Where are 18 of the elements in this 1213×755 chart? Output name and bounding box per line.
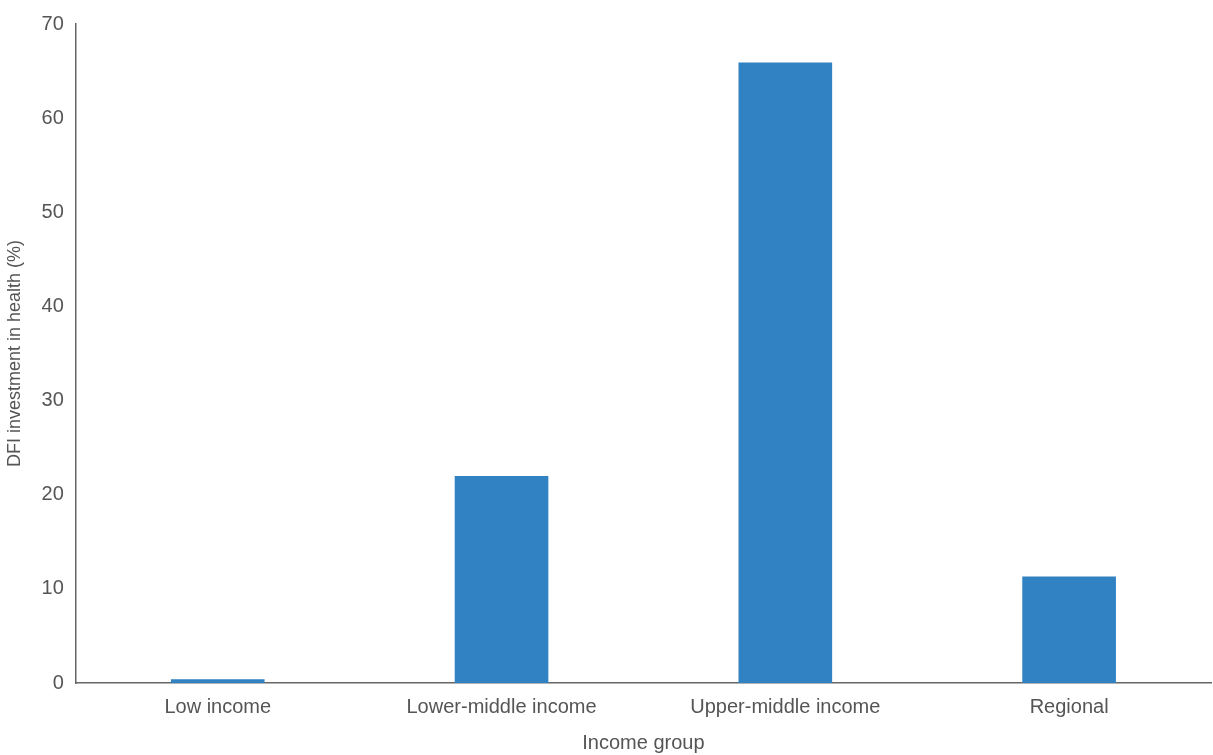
x-tick-label: Regional [1029, 694, 1109, 717]
x-axis-title: Income group [582, 730, 705, 753]
y-tick-label: 10 [41, 576, 64, 599]
y-tick-label: 40 [41, 293, 64, 316]
x-tick-label: Low income [164, 694, 272, 717]
bar [454, 475, 549, 683]
x-tick-label: Upper-middle income [690, 694, 881, 717]
y-tick-label: 0 [52, 670, 64, 693]
x-tick-label: Lower-middle income [406, 694, 597, 717]
y-tick-label: 70 [41, 11, 64, 34]
bar [170, 679, 265, 683]
bar [1022, 576, 1116, 683]
y-tick-label: 30 [41, 388, 64, 411]
y-tick-label: 50 [41, 199, 64, 222]
bar [738, 62, 833, 683]
y-tick-label: 20 [41, 482, 64, 505]
y-tick-label: 60 [41, 105, 64, 128]
y-axis-title: DFI investment in health (%) [3, 239, 24, 468]
